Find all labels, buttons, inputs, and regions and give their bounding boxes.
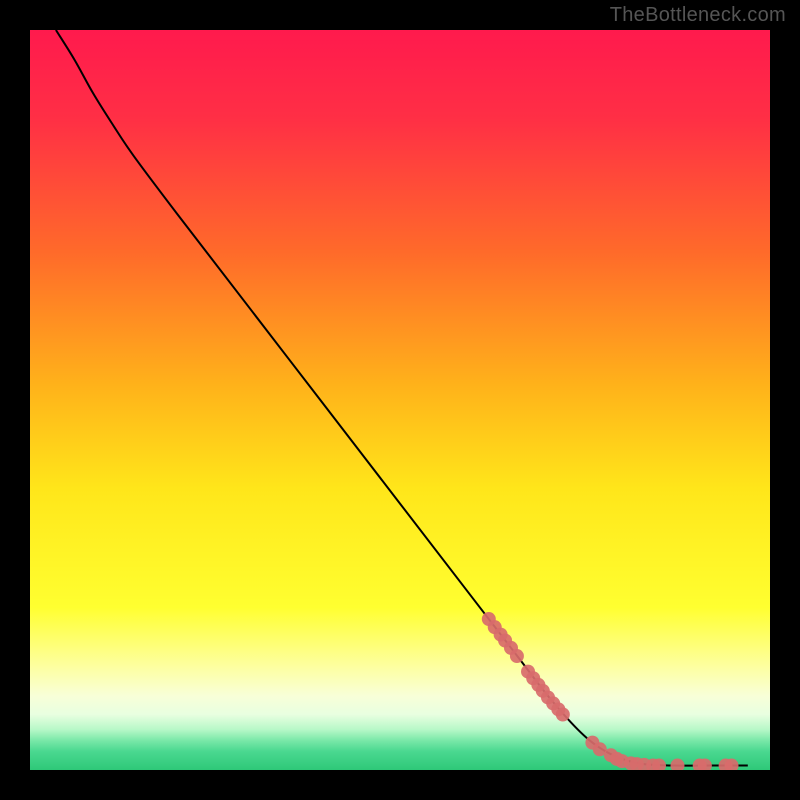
marker-group bbox=[482, 612, 739, 770]
marker-point bbox=[510, 649, 524, 663]
watermark-text: TheBottleneck.com bbox=[610, 4, 786, 27]
chart-overlay bbox=[30, 30, 770, 770]
plot-area bbox=[30, 30, 770, 770]
bottleneck-curve bbox=[56, 30, 748, 766]
marker-point bbox=[671, 759, 685, 770]
marker-point bbox=[556, 708, 570, 722]
